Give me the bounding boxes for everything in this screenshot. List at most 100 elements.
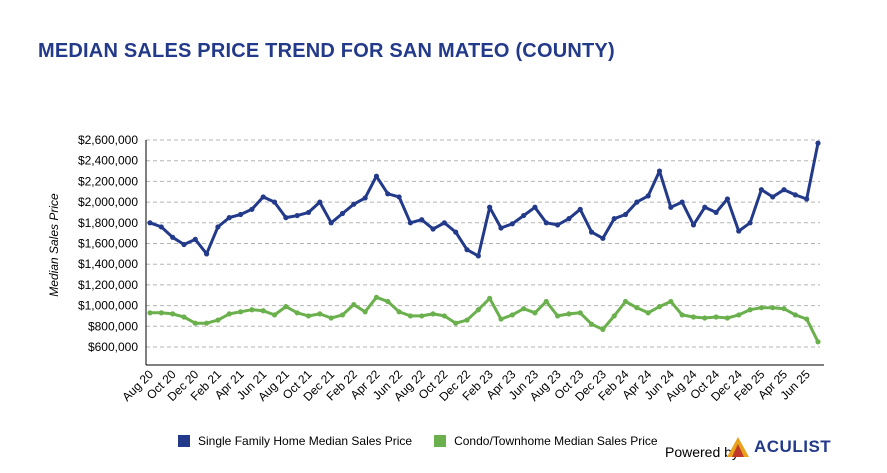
data-point-0[interactable] [588, 229, 595, 235]
data-point-0[interactable] [498, 225, 504, 231]
data-point-1[interactable] [464, 317, 470, 323]
data-point-0[interactable] [747, 220, 753, 226]
data-point-1[interactable] [487, 295, 493, 301]
data-point-0[interactable] [147, 220, 153, 226]
data-point-0[interactable] [702, 204, 708, 210]
data-point-0[interactable] [475, 253, 481, 259]
data-point-0[interactable] [645, 193, 651, 199]
data-point-1[interactable] [622, 298, 629, 305]
data-point-1[interactable] [373, 294, 380, 300]
data-point-1[interactable] [430, 311, 436, 317]
data-point-1[interactable] [543, 298, 549, 305]
data-point-1[interactable] [724, 315, 731, 321]
data-point-0[interactable] [634, 199, 640, 205]
data-point-1[interactable] [351, 301, 357, 308]
data-point-0[interactable] [226, 215, 232, 221]
data-point-0[interactable] [804, 196, 810, 202]
data-point-0[interactable] [170, 234, 176, 240]
data-point-0[interactable] [419, 217, 425, 223]
data-point-1[interactable] [419, 313, 425, 319]
data-point-1[interactable] [475, 307, 481, 313]
data-point-0[interactable] [724, 196, 731, 202]
data-point-0[interactable] [792, 192, 798, 198]
data-point-1[interactable] [634, 305, 640, 311]
data-point-0[interactable] [192, 236, 198, 242]
data-point-1[interactable] [328, 315, 334, 321]
data-point-1[interactable] [271, 312, 278, 318]
data-point-0[interactable] [294, 212, 300, 219]
data-point-1[interactable] [317, 311, 323, 317]
data-point-1[interactable] [747, 307, 753, 313]
data-point-0[interactable] [487, 204, 493, 210]
data-point-1[interactable] [815, 339, 821, 345]
data-point-0[interactable] [521, 212, 527, 219]
data-point-1[interactable] [215, 317, 221, 323]
data-point-0[interactable] [690, 222, 697, 228]
data-point-1[interactable] [770, 305, 776, 311]
data-point-0[interactable] [407, 220, 414, 226]
data-point-1[interactable] [294, 310, 300, 316]
data-point-0[interactable] [758, 187, 764, 193]
data-point-1[interactable] [498, 316, 504, 322]
data-point-1[interactable] [147, 310, 153, 316]
data-point-0[interactable] [815, 140, 821, 146]
data-point-0[interactable] [532, 204, 538, 210]
data-point-0[interactable] [328, 220, 334, 226]
data-point-1[interactable] [588, 321, 595, 327]
data-point-0[interactable] [668, 204, 674, 210]
data-point-1[interactable] [690, 314, 697, 320]
data-point-1[interactable] [385, 298, 391, 305]
data-point-0[interactable] [385, 191, 391, 197]
data-point-1[interactable] [600, 326, 606, 333]
data-point-0[interactable] [441, 220, 447, 226]
data-point-0[interactable] [181, 241, 187, 248]
data-point-1[interactable] [305, 313, 312, 319]
data-point-1[interactable] [656, 304, 663, 310]
data-point-0[interactable] [204, 251, 210, 257]
data-point-0[interactable] [271, 199, 278, 205]
data-point-1[interactable] [226, 311, 232, 317]
data-point-1[interactable] [521, 306, 527, 312]
data-point-0[interactable] [215, 224, 221, 230]
data-point-0[interactable] [713, 209, 719, 216]
data-point-0[interactable] [396, 194, 402, 200]
data-point-0[interactable] [158, 224, 164, 230]
data-point-0[interactable] [577, 206, 583, 212]
data-point-0[interactable] [679, 199, 685, 205]
data-point-0[interactable] [554, 222, 561, 228]
data-point-0[interactable] [283, 215, 289, 221]
data-point-0[interactable] [260, 194, 266, 200]
data-point-0[interactable] [781, 187, 787, 193]
data-point-1[interactable] [249, 307, 255, 313]
data-point-1[interactable] [204, 320, 210, 326]
data-point-1[interactable] [758, 305, 764, 311]
data-point-0[interactable] [656, 168, 663, 174]
data-point-1[interactable] [668, 298, 674, 305]
data-point-0[interactable] [622, 211, 629, 218]
data-point-1[interactable] [554, 313, 561, 319]
data-point-1[interactable] [158, 310, 164, 316]
data-point-1[interactable] [283, 304, 289, 310]
data-point-1[interactable] [679, 312, 685, 318]
data-point-0[interactable] [351, 201, 357, 207]
data-point-0[interactable] [339, 210, 346, 217]
aculist-logo[interactable]: ACULIST [726, 436, 831, 458]
data-point-1[interactable] [170, 311, 176, 317]
data-point-1[interactable] [192, 320, 198, 326]
data-point-1[interactable] [407, 313, 414, 319]
data-point-1[interactable] [509, 312, 515, 318]
legend-item-single-family[interactable]: Single Family Home Median Sales Price [178, 434, 412, 448]
data-point-1[interactable] [645, 310, 651, 316]
data-point-1[interactable] [736, 312, 742, 318]
data-point-0[interactable] [600, 235, 606, 241]
data-point-0[interactable] [237, 211, 244, 218]
legend-item-condo[interactable]: Condo/Townhome Median Sales Price [434, 434, 658, 448]
data-point-1[interactable] [362, 309, 368, 315]
data-point-1[interactable] [181, 314, 187, 320]
data-point-0[interactable] [509, 221, 515, 227]
data-point-1[interactable] [577, 310, 583, 316]
data-point-0[interactable] [543, 220, 549, 226]
data-point-0[interactable] [770, 194, 776, 200]
data-point-1[interactable] [339, 312, 346, 318]
data-point-0[interactable] [566, 216, 572, 222]
